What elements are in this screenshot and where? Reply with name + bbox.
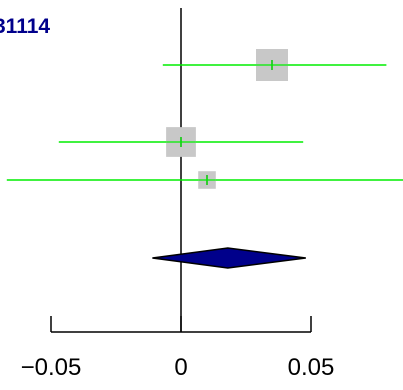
- study-row: [162, 49, 387, 81]
- study-row: [6, 171, 403, 189]
- summary-diamond: [152, 247, 306, 269]
- x-axis: −0.05 0 0.05: [21, 316, 335, 381]
- x-tick-label: 0.05: [288, 354, 335, 381]
- x-tick-label: 0: [174, 354, 187, 381]
- chart-title: 31114: [0, 15, 50, 38]
- x-tick-label: −0.05: [21, 354, 82, 381]
- study-row: [58, 127, 304, 157]
